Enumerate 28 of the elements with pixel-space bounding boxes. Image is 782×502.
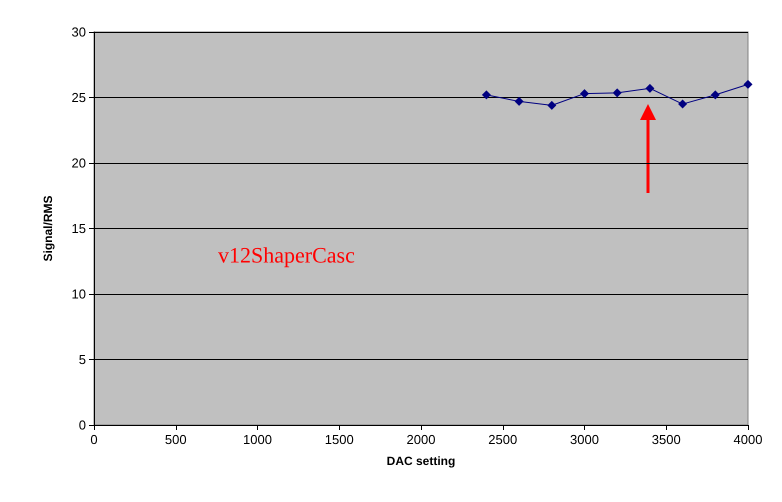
- x-tick-label: 2500: [488, 432, 518, 447]
- y-tick-label: 30: [72, 24, 86, 40]
- y-tick-label: 10: [72, 286, 86, 302]
- point: [580, 89, 589, 98]
- point: [612, 88, 622, 98]
- point: [547, 100, 556, 110]
- point: [482, 90, 491, 100]
- x-tick-label: 3000: [570, 432, 599, 447]
- x-tick-label: 500: [164, 432, 187, 447]
- x-tick-label: 1000: [243, 432, 272, 447]
- y-tick-label: 25: [72, 90, 86, 105]
- annotation: v12ShaperCasc: [218, 242, 356, 268]
- y-tick-label: 0: [78, 418, 86, 432]
- point: [514, 96, 524, 106]
- x-tick-label: 3500: [652, 432, 681, 447]
- x-axis-title: DAC setting: [386, 454, 456, 468]
- x-tick-label: 4000: [734, 432, 762, 447]
- point: [710, 90, 720, 100]
- y-axis-title: Signal/RMS: [41, 195, 55, 262]
- y-tick-label: 5: [78, 352, 86, 367]
- x-tick-label: 2000: [406, 432, 436, 447]
- x-tick-label: 0: [90, 432, 98, 447]
- point: [744, 80, 752, 89]
- y-tick-label: 15: [72, 221, 86, 236]
- point: [678, 100, 688, 109]
- y-tick-label: 20: [72, 156, 86, 170]
- point: [645, 84, 654, 93]
- x-tick-label: 1500: [324, 432, 354, 447]
